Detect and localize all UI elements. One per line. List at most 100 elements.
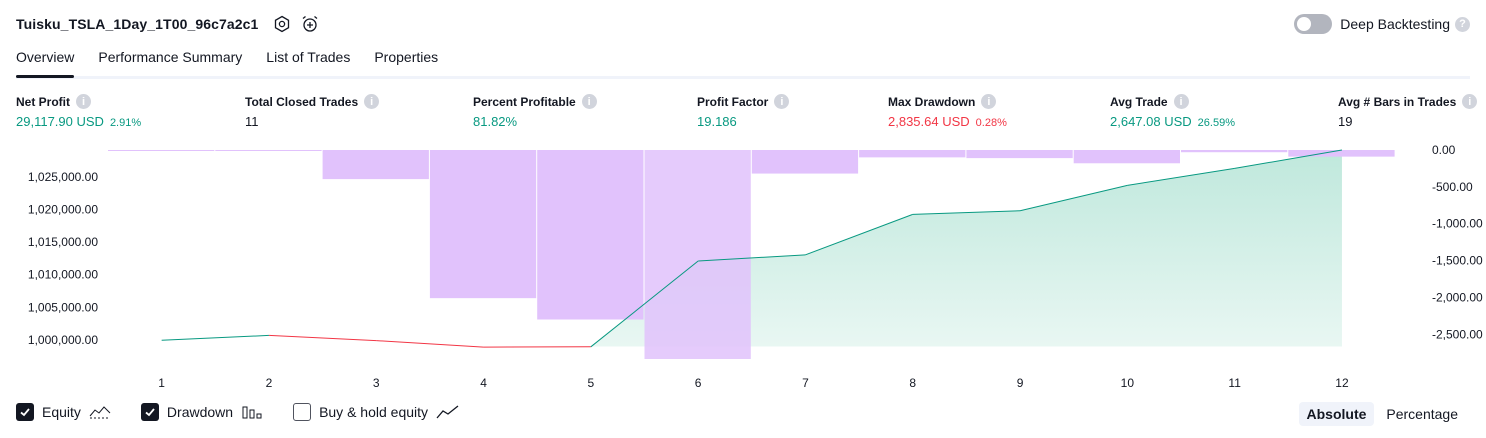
x-axis-tick: 9	[1017, 376, 1024, 390]
x-axis-tick: 5	[588, 376, 595, 390]
left-axis-tick: 1,015,000.00	[28, 235, 98, 249]
tab-performance-summary[interactable]: Performance Summary	[98, 49, 243, 65]
chart-legend: Equity Drawdown Buy & hold equity	[16, 403, 490, 421]
equity-line-segment	[698, 254, 806, 262]
right-axis-tick: -2,500.00	[1432, 327, 1483, 341]
right-axis-tick: -2,000.00	[1432, 290, 1483, 304]
equity-area	[590, 150, 1342, 347]
deep-backtesting: Deep Backtesting ?	[1294, 14, 1470, 34]
left-axis-tick: 1,005,000.00	[28, 300, 98, 314]
drawdown-bar	[751, 150, 859, 174]
metric-value: 19	[1338, 114, 1353, 129]
metric-value: 29,117.90 USD	[16, 114, 104, 129]
x-axis-tick: 7	[802, 376, 809, 390]
drawdown-bar	[322, 150, 429, 180]
metric-label: Max Drawdown	[888, 94, 976, 109]
metrics-row: Net Profit i 29,117.90 USD 2.91% Total Clo…	[0, 94, 1486, 134]
drawdown-bar	[1181, 150, 1288, 153]
metric-total-closed-trades: Total Closed Trades i 11	[245, 94, 380, 129]
equity-line-segment	[590, 260, 699, 348]
x-axis-tick: 8	[909, 376, 916, 390]
metric-label: Avg # Bars in Trades	[1338, 94, 1457, 109]
equity-line-segment	[912, 210, 1021, 215]
mode-switch: Absolute Percentage	[1295, 402, 1467, 426]
legend-buy-hold-equity[interactable]: Buy & hold equity	[293, 403, 460, 421]
metric-label: Profit Factor	[697, 94, 769, 109]
info-icon[interactable]: i	[1173, 94, 1189, 109]
info-icon[interactable]: i	[364, 94, 380, 109]
tab-list-of-trades[interactable]: List of Trades	[266, 49, 351, 65]
right-axis-tick: -1,000.00	[1432, 217, 1483, 231]
metric-value: 2,647.08 USD	[1110, 114, 1192, 129]
x-axis-tick: 12	[1335, 376, 1349, 390]
metric-percent: 0.28%	[975, 117, 1007, 129]
x-axis-tick: 10	[1121, 376, 1135, 390]
x-axis-tick: 2	[266, 376, 273, 390]
checkbox-checked-icon[interactable]	[16, 403, 34, 421]
drawdown-bar	[537, 150, 644, 320]
buy-hold-line-icon	[436, 404, 460, 420]
x-axis-tick: 3	[373, 376, 380, 390]
metric-value: 19.186	[697, 114, 737, 129]
legend-label: Buy & hold equity	[319, 404, 429, 420]
equity-line-segment	[161, 334, 269, 341]
right-axis-tick: -1,500.00	[1432, 254, 1483, 268]
drawdown-bar	[108, 150, 215, 151]
legend-label: Equity	[42, 404, 81, 420]
drawdown-bar	[859, 150, 966, 158]
tab-properties[interactable]: Properties	[374, 49, 439, 65]
equity-line-segment	[805, 213, 913, 256]
settings-icon[interactable]	[272, 14, 292, 34]
checkbox-checked-icon[interactable]	[140, 403, 159, 421]
title-row: Tuisku_TSLA_1Day_1T00_96c7a2c1	[16, 14, 320, 34]
info-icon[interactable]: i	[1462, 94, 1478, 109]
x-axis-tick: 1	[158, 376, 165, 390]
help-icon[interactable]: ?	[1455, 16, 1470, 32]
legend-drawdown[interactable]: Drawdown	[140, 403, 263, 421]
metric-avg-trade: Avg Trade i 2,647.08 USD 26.59%	[1110, 94, 1235, 129]
metric-max-drawdown: Max Drawdown i 2,835.64 USD 0.28%	[888, 94, 1007, 129]
metric-avg-bars-in-trades: Avg # Bars in Trades i 19	[1338, 94, 1478, 129]
info-icon[interactable]: i	[774, 94, 790, 109]
info-icon[interactable]: i	[981, 94, 997, 109]
left-axis-tick: 1,000,000.00	[28, 333, 98, 347]
metric-label: Percent Profitable	[473, 94, 576, 109]
alarm-add-icon[interactable]	[300, 14, 320, 34]
checkbox-unchecked-icon[interactable]	[293, 403, 312, 421]
tab-overview[interactable]: Overview	[16, 44, 75, 78]
metric-percent: 2.91%	[109, 117, 142, 129]
metric-label: Avg Trade	[1110, 94, 1168, 109]
metric-value: 81.82%	[473, 114, 518, 129]
left-axis-tick: 1,020,000.00	[28, 202, 98, 216]
legend-label: Drawdown	[166, 404, 234, 420]
metric-percent: 26.59%	[1197, 117, 1235, 129]
legend-equity[interactable]: Equity	[16, 403, 111, 421]
metric-net-profit: Net Profit i 29,117.90 USD 2.91%	[16, 94, 141, 129]
equity-line-segment	[1234, 149, 1343, 169]
metric-label: Total Closed Trades	[245, 94, 359, 109]
absolute-button[interactable]: Absolute	[1298, 402, 1375, 426]
info-icon[interactable]: i	[76, 94, 91, 109]
equity-line-segment	[1127, 167, 1235, 186]
drawdown-bar	[215, 150, 322, 151]
equity-line-segment	[1019, 184, 1128, 212]
metric-percent-profitable: Percent Profitable i 81.82%	[473, 94, 597, 129]
metric-label: Net Profit	[16, 94, 70, 109]
drawdown-bars-icon	[241, 404, 263, 420]
drawdown-bar	[966, 150, 1073, 159]
left-axis-tick: 1,025,000.00	[28, 170, 98, 184]
right-axis-tick: 0.00	[1432, 143, 1456, 157]
equity-drawdown-chart[interactable]: 1,000,000.00 1,005,000.00 1,010,000.00 1,01…	[0, 140, 1486, 398]
metric-profit-factor: Profit Factor i 19.186	[697, 94, 790, 129]
equity-line-icon	[89, 404, 111, 420]
percentage-button[interactable]: Percentage	[1386, 406, 1458, 422]
drawdown-bar	[644, 150, 751, 359]
drawdown-bar	[429, 150, 537, 299]
deep-backtesting-toggle[interactable]	[1294, 14, 1333, 34]
strategy-title: Tuisku_TSLA_1Day_1T00_96c7a2c1	[16, 16, 259, 32]
x-axis-tick: 11	[1228, 376, 1241, 390]
deep-backtesting-label: Deep Backtesting	[1340, 16, 1450, 32]
info-icon[interactable]: i	[581, 94, 597, 109]
drawdown-bar	[1073, 150, 1180, 164]
metric-value: 11	[245, 114, 259, 129]
